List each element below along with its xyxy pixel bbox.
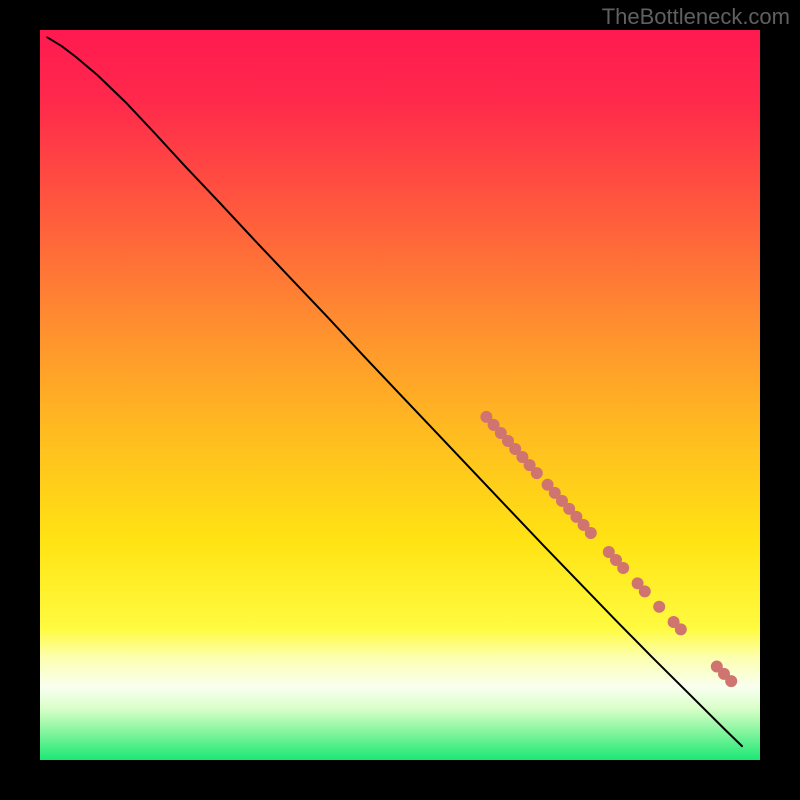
data-marker xyxy=(585,527,597,539)
plot-area xyxy=(40,30,760,760)
data-marker xyxy=(531,467,543,479)
bottleneck-chart: TheBottleneck.com xyxy=(0,0,800,800)
data-marker xyxy=(617,562,629,574)
data-marker xyxy=(725,675,737,687)
chart-svg xyxy=(40,30,760,760)
watermark-text: TheBottleneck.com xyxy=(602,4,790,30)
data-marker xyxy=(675,623,687,635)
data-marker xyxy=(653,601,665,613)
data-marker xyxy=(639,585,651,597)
